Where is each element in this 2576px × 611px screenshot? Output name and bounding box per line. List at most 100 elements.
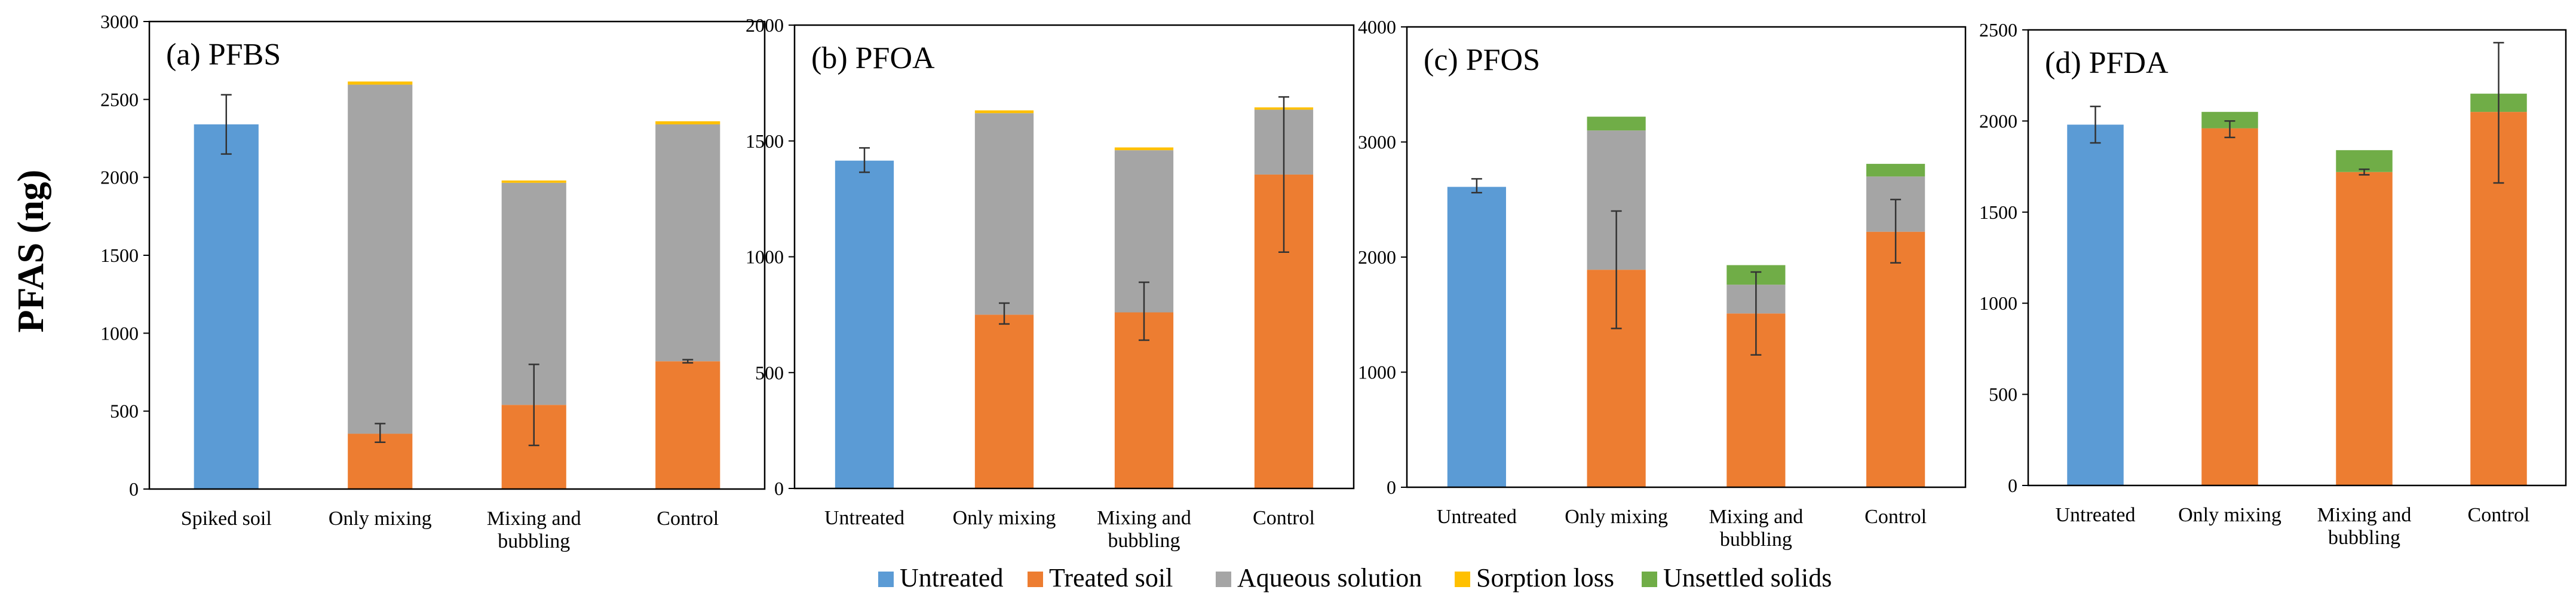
legend: Untreated Treated soil Aqueous solution Sor…	[878, 563, 1832, 592]
bar-segment-sorption-loss	[501, 180, 566, 183]
legend-item: Sorption loss	[1455, 563, 1614, 592]
legend-item: Treated soil	[1028, 563, 1173, 592]
panel-title: (c) PFOS	[1424, 43, 1540, 77]
bar-segment-sorption-loss	[655, 121, 720, 125]
bar-segment-treated-soil	[655, 361, 720, 489]
y-tick-label: 4000	[1358, 16, 1396, 38]
category-label: Untreated	[2055, 504, 2135, 526]
legend-label: Treated soil	[1049, 563, 1173, 592]
chart-panels: 0 500 1000 1500 2000 2500 3000 Spiked soil Only …	[100, 11, 2567, 552]
y-tick-label: 1500	[100, 245, 139, 266]
category-label: Mixing and bubbling	[1097, 507, 1191, 552]
y-tick-label: 0	[1387, 476, 1396, 498]
category-label: Mixing and bubbling	[2317, 504, 2412, 549]
category-label: Control	[2468, 504, 2530, 526]
legend-label: Sorption loss	[1476, 563, 1614, 592]
bar-segment-sorption-loss	[974, 110, 1034, 114]
bar-segment-unsettled-solids	[2336, 150, 2393, 172]
y-tick-label: 2500	[1979, 19, 2017, 41]
error-bar	[2493, 42, 2504, 184]
panel-title: (d) PFDA	[2045, 46, 2169, 80]
plot-frame	[1406, 26, 1967, 488]
error-bar	[1278, 96, 1289, 253]
chart-panel-2: 0 500 1000 1500 2000 Untreated Only mixing Mixi…	[746, 14, 1355, 552]
chart-panel-4: 0 500 1000 1500 2000 2500 Untreated Only mixing…	[1979, 19, 2567, 549]
y-tick-label: 1500	[746, 130, 784, 152]
error-bar	[859, 147, 870, 173]
bar-segment-unsettled-solids	[1587, 117, 1646, 131]
error-bar	[220, 94, 232, 155]
y-tick-label: 1000	[746, 246, 784, 268]
error-bar	[1471, 178, 1482, 194]
legend-swatch	[878, 572, 894, 587]
bar-segment-aqueous-solution	[974, 113, 1034, 315]
y-tick-label: 0	[129, 478, 139, 500]
panel-title: (b) PFOA	[811, 41, 935, 75]
bar-segment-untreated	[2067, 124, 2124, 486]
bar-segment-untreated	[194, 124, 259, 490]
error-bar	[375, 423, 386, 444]
legend-item: Unsettled solids	[1642, 563, 1832, 592]
chart-panel-3: 0 1000 2000 3000 4000 Untreated Only mixing Mix…	[1358, 16, 1967, 551]
y-tick-label: 3000	[1358, 132, 1396, 153]
y-tick-label: 0	[774, 478, 784, 499]
category-label: Only mixing	[2178, 504, 2281, 526]
error-bar	[2224, 120, 2235, 139]
y-tick-label: 2000	[1979, 110, 2017, 132]
y-tick-label: 2000	[100, 167, 139, 188]
error-bar	[999, 302, 1010, 325]
bar-segment-treated-soil	[1114, 312, 1174, 488]
error-bar	[2090, 105, 2101, 144]
error-bar	[1890, 198, 1902, 264]
y-tick-label: 2500	[100, 88, 139, 110]
plot-frame	[793, 24, 1355, 490]
plot-frame	[148, 20, 766, 490]
legend-item: Aqueous solution	[1216, 563, 1422, 592]
bar-segment-untreated	[1447, 187, 1506, 487]
legend-swatch	[1642, 572, 1657, 587]
bar-segment-treated-soil	[1866, 231, 1925, 487]
y-tick-label: 1000	[1979, 292, 2017, 314]
error-bar	[682, 359, 694, 364]
category-label: Mixing and bubbling	[1709, 506, 1804, 551]
category-label: Control	[1253, 507, 1315, 529]
error-bar	[2359, 168, 2370, 176]
category-label: Mixing and bubbling	[487, 508, 581, 552]
legend-swatch	[1455, 572, 1470, 587]
legend-label: Unsettled solids	[1663, 563, 1832, 592]
y-tick-label: 1000	[100, 322, 139, 344]
category-label: Control	[657, 508, 719, 530]
y-tick-label: 500	[110, 401, 139, 422]
bar-segment-aqueous-solution	[655, 124, 720, 362]
bar-segment-sorption-loss	[1114, 147, 1174, 151]
y-tick-label: 500	[755, 362, 784, 383]
category-label: Only mixing	[329, 508, 432, 530]
bar-segment-treated-soil	[2201, 128, 2258, 486]
bar-segment-treated-soil	[2336, 172, 2393, 485]
legend-label: Untreated	[900, 563, 1003, 592]
y-tick-label: 3000	[100, 11, 139, 32]
category-label: Untreated	[824, 507, 904, 529]
error-bar	[1611, 210, 1622, 329]
error-bar	[1139, 281, 1149, 341]
legend-item: Untreated	[878, 563, 1003, 592]
category-label: Control	[1864, 506, 1927, 528]
category-label: Spiked soil	[181, 508, 272, 530]
bar-segment-sorption-loss	[348, 81, 413, 85]
category-label: Only mixing	[1565, 506, 1668, 528]
bar-segment-unsettled-solids	[1866, 164, 1925, 177]
legend-swatch	[1028, 572, 1043, 587]
y-tick-label: 1000	[1358, 362, 1396, 383]
y-axis-label: PFAS (ng)	[11, 170, 51, 333]
bar-segment-treated-soil	[974, 314, 1034, 488]
error-bar	[1750, 271, 1762, 356]
y-tick-label: 1500	[1979, 201, 2017, 223]
y-tick-label: 0	[2008, 475, 2017, 496]
plot-frame	[2027, 29, 2567, 487]
category-label: Untreated	[1437, 506, 1517, 528]
category-label: Only mixing	[953, 507, 1056, 529]
chart-panel-1: 0 500 1000 1500 2000 2500 3000 Spiked soil Only …	[100, 11, 766, 552]
error-bar	[528, 363, 539, 447]
panel-title: (a) PFBS	[166, 38, 281, 72]
